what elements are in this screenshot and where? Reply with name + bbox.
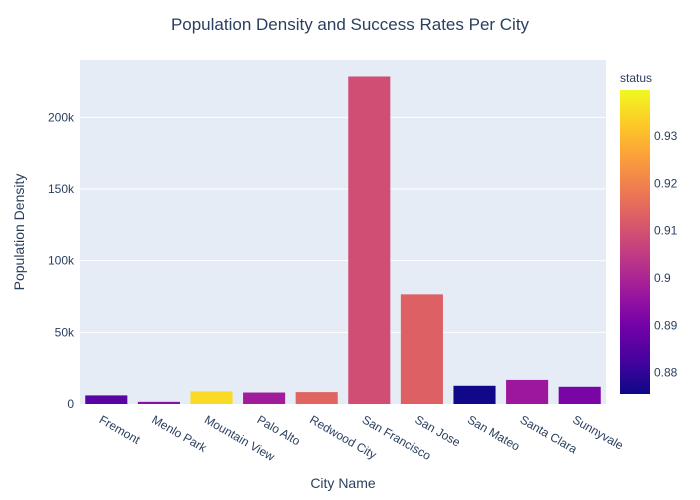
bar-san-jose[interactable] [400, 294, 443, 404]
y-tick-label: 0 [67, 397, 74, 411]
colorbar-tick-label: 0.9 [654, 271, 671, 285]
x-axis-title: City Name [310, 475, 376, 491]
grid-lines [80, 116, 606, 333]
colorbar-tick-label: 0.92 [654, 176, 678, 190]
colorbar-tick-label: 0.88 [654, 366, 678, 380]
plot-area [80, 60, 606, 404]
colorbar-title: status [620, 71, 652, 85]
bar-san-mateo[interactable] [453, 385, 496, 404]
colorbar-tick-label: 0.89 [654, 318, 678, 332]
y-tick-label: 150k [48, 182, 75, 196]
chart-title: Population Density and Success Rates Per… [171, 15, 530, 34]
bar-menlo-park[interactable] [137, 401, 180, 404]
bars[interactable] [85, 76, 601, 404]
bar-san-francisco[interactable] [348, 76, 391, 404]
y-axis-title: Population Density [11, 174, 27, 291]
colorbar-ticks: 0.88 0.89 0.9 0.91 0.92 0.93 [654, 129, 678, 380]
y-axis-ticks: 0 50k 100k 150k 200k [48, 110, 75, 411]
y-tick-label: 200k [48, 110, 75, 124]
bar-sunnyvale[interactable] [558, 386, 601, 404]
colorbar-tick-label: 0.93 [654, 129, 678, 143]
bar-palo-alto[interactable] [243, 392, 286, 404]
x-tick-label: San Mateo [465, 412, 523, 453]
bar-fremont[interactable] [85, 395, 128, 404]
colorbar [620, 90, 650, 394]
x-tick-label: Menlo Park [149, 412, 209, 455]
x-tick-label: Sunnyvale [570, 412, 626, 452]
x-tick-label: Santa Clara [518, 412, 580, 456]
bar-redwood-city[interactable] [295, 392, 338, 404]
bar-mountain-view[interactable] [190, 391, 233, 404]
y-tick-label: 100k [48, 254, 75, 268]
y-tick-label: 50k [55, 325, 75, 339]
bar-santa-clara[interactable] [506, 379, 549, 404]
x-tick-label: Fremont [97, 412, 143, 447]
colorbar-tick-label: 0.91 [654, 224, 678, 238]
